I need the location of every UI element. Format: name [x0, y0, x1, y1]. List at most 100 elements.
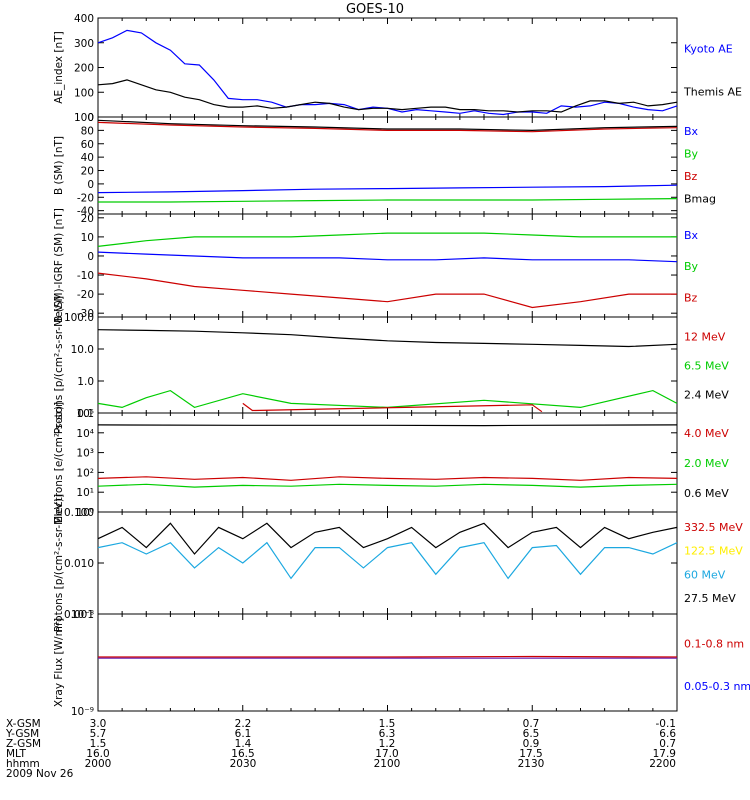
y-tick-label: 20	[81, 213, 94, 225]
y-axis-label: Protons [p/(cm²-s-sr-MeV)]	[53, 494, 65, 632]
series-line-themis-ae	[97, 79, 678, 113]
footer-row-label: Z-GSM	[6, 738, 41, 750]
y-tick-label: -30	[77, 308, 94, 320]
series-line-bz	[97, 121, 678, 133]
y-tick-label: 0	[87, 112, 94, 124]
legend-entry: 2.4 MeV	[684, 388, 729, 401]
footer-value: 17.5	[519, 748, 542, 760]
footer-value: 2130	[518, 758, 545, 770]
footer-value: 2000	[85, 758, 112, 770]
y-axis-label: AE_index [nT]	[53, 31, 65, 103]
y-tick-label: 10⁵	[76, 408, 94, 420]
legend-entry: Bmag	[684, 193, 716, 206]
legend-entry: 332.5 MeV	[684, 521, 743, 534]
series-line-0-1-0-8-nm	[98, 655, 678, 658]
legend-entry: 27.5 MeV	[684, 592, 736, 605]
y-tick-label: 1.0	[77, 376, 94, 388]
y-tick-label: 400	[74, 13, 94, 25]
footer-value: 17.9	[653, 748, 676, 760]
series-line-27-5-mev	[97, 522, 678, 555]
footer-value: 0.7	[523, 718, 540, 730]
y-axis-label: B (SM)-IGRF (SM) [nT]	[53, 208, 65, 323]
y-tick-label: 100	[74, 112, 94, 124]
footer-value: 2.2	[235, 718, 252, 730]
panel-frame	[97, 412, 678, 513]
y-tick-label: -10	[77, 270, 94, 282]
panel-frame	[97, 17, 678, 118]
panel-5	[97, 412, 678, 513]
y-tick-label: 10⁻⁹	[71, 706, 94, 718]
footer-value: 6.6	[659, 728, 676, 740]
series-line-by	[97, 232, 677, 247]
panel-6	[97, 511, 678, 615]
footer-value: 5.7	[90, 728, 107, 740]
footer-value: 17.0	[375, 748, 398, 760]
y-axis-label: Protons [p/(cm²-s-sr-MeV)]	[53, 296, 65, 434]
series-line-60-mev	[97, 541, 678, 580]
legend-entry: 122.5 MeV	[684, 545, 743, 558]
legend-entry: By	[684, 260, 699, 273]
footer-row-label: Y-GSM	[5, 728, 39, 740]
panel-4	[97, 316, 678, 414]
y-tick-label: 100	[74, 87, 94, 99]
footer-value: 0.7	[659, 738, 676, 750]
y-tick-label: 10²	[76, 467, 94, 479]
series-line-bx	[97, 184, 678, 194]
series-line-kyoto-ae	[97, 29, 678, 116]
legend-entry: 0.05-0.3 nm	[684, 680, 750, 693]
y-tick-label: -20	[77, 192, 94, 204]
panel-3	[97, 213, 678, 318]
footer-row-label: MLT	[6, 748, 26, 760]
series-line-bmag	[97, 119, 678, 132]
legend-entry: Bz	[684, 170, 698, 183]
y-tick-label: -40	[77, 206, 94, 218]
panel-7	[97, 613, 678, 712]
series-line-0-6-mev	[97, 424, 678, 427]
y-tick-label: 10	[81, 232, 94, 244]
y-tick-label: 0.100	[64, 507, 94, 519]
legend-entry: 4.0 MeV	[684, 427, 729, 440]
y-axis-label: Electrons [e/(cm²-s-sr)]	[53, 402, 65, 523]
date-label: 2009 Nov 26	[6, 768, 74, 780]
footer-value: 1.5	[90, 738, 107, 750]
panel-1	[97, 17, 678, 118]
series-line-bx	[97, 251, 678, 263]
legend-entry: 12 MeV	[684, 330, 726, 343]
y-tick-label: 40	[81, 152, 94, 164]
y-tick-label: 10.0	[71, 344, 94, 356]
y-axis-label: B (SM) [nT]	[53, 136, 65, 195]
footer-value: 1.4	[235, 738, 252, 750]
legend-entry: 0.1-0.8 nm	[684, 638, 744, 651]
footer-value: 16.0	[86, 748, 109, 760]
legend-entry: Bx	[684, 125, 699, 138]
y-axis-label: Xray Flux [W/m²]	[53, 618, 65, 707]
footer-value: 3.0	[90, 718, 107, 730]
footer-value: 1.2	[379, 738, 396, 750]
series-line-bz	[97, 272, 677, 309]
y-tick-label: 100.0	[64, 312, 94, 324]
y-tick-label: 0.1	[77, 408, 94, 420]
series-line-2-0-mev	[97, 483, 678, 488]
footer-value: 0.9	[523, 738, 540, 750]
panel-2	[97, 116, 678, 215]
footer-value: 2200	[649, 758, 676, 770]
y-tick-label: 10⁻⁸	[71, 609, 94, 621]
series-line-4-0-mev	[97, 476, 678, 481]
series-line-6-5-mev	[97, 389, 678, 409]
legend-entry: 6.5 MeV	[684, 359, 729, 372]
legend-entry: Bx	[684, 229, 699, 242]
series-line-12-mev	[242, 402, 543, 413]
footer-row-label: hhmm	[6, 758, 40, 770]
legend-entry: By	[684, 148, 699, 161]
y-tick-label: 10³	[76, 448, 94, 460]
y-tick-label: 60	[81, 139, 94, 151]
y-tick-label: 10⁰	[76, 507, 94, 519]
panel-frame	[97, 613, 678, 712]
footer-value: 16.5	[231, 748, 254, 760]
chart-title: GOES-10	[346, 2, 404, 17]
footer-value: 6.1	[235, 728, 252, 740]
y-tick-label: 20	[81, 166, 94, 178]
y-tick-label: 200	[74, 63, 94, 75]
y-tick-label: 10⁴	[76, 428, 94, 440]
